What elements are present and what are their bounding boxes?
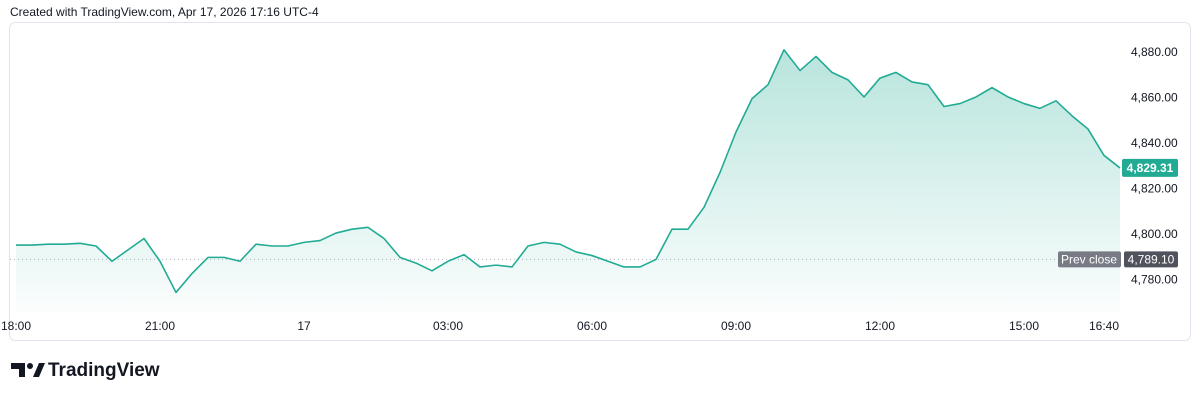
x-tick-label: 06:00 xyxy=(577,319,607,333)
x-tick-label: 17 xyxy=(297,319,311,333)
y-tick-label: 4,820.00 xyxy=(1131,181,1178,195)
y-tick-label: 4,880.00 xyxy=(1131,45,1178,59)
prev-close-label: 4,789.10 xyxy=(1128,253,1175,267)
x-tick-label: 16:40 xyxy=(1089,319,1119,333)
brand-logo xyxy=(11,363,45,377)
prev-close-name-tag xyxy=(1058,251,1121,268)
area-fill xyxy=(16,49,1120,313)
y-tick-label: 4,860.00 xyxy=(1131,90,1178,104)
x-tick-label: 21:00 xyxy=(145,319,175,333)
x-tick-label: 18:00 xyxy=(1,319,31,333)
y-tick-label: 4,780.00 xyxy=(1131,272,1178,286)
prev-close-name: Prev close xyxy=(1061,253,1117,267)
brand-name: TradingView xyxy=(48,360,160,381)
x-tick-label: 03:00 xyxy=(433,319,463,333)
y-tick-label: 4,800.00 xyxy=(1131,227,1178,241)
prev-close-tag xyxy=(1124,251,1178,268)
x-tick-label: 09:00 xyxy=(721,319,751,333)
x-tick-label: 15:00 xyxy=(1009,319,1039,333)
last-price-label: 4,829.31 xyxy=(1127,161,1174,175)
x-tick-label: 12:00 xyxy=(865,319,895,333)
last-price-tag xyxy=(1122,158,1178,177)
y-tick-label: 4,840.00 xyxy=(1131,136,1178,150)
price-line xyxy=(16,49,1121,294)
chart-frame xyxy=(9,22,1191,341)
chart-title: Created with TradingView.com, Apr 17, 20… xyxy=(10,5,319,19)
